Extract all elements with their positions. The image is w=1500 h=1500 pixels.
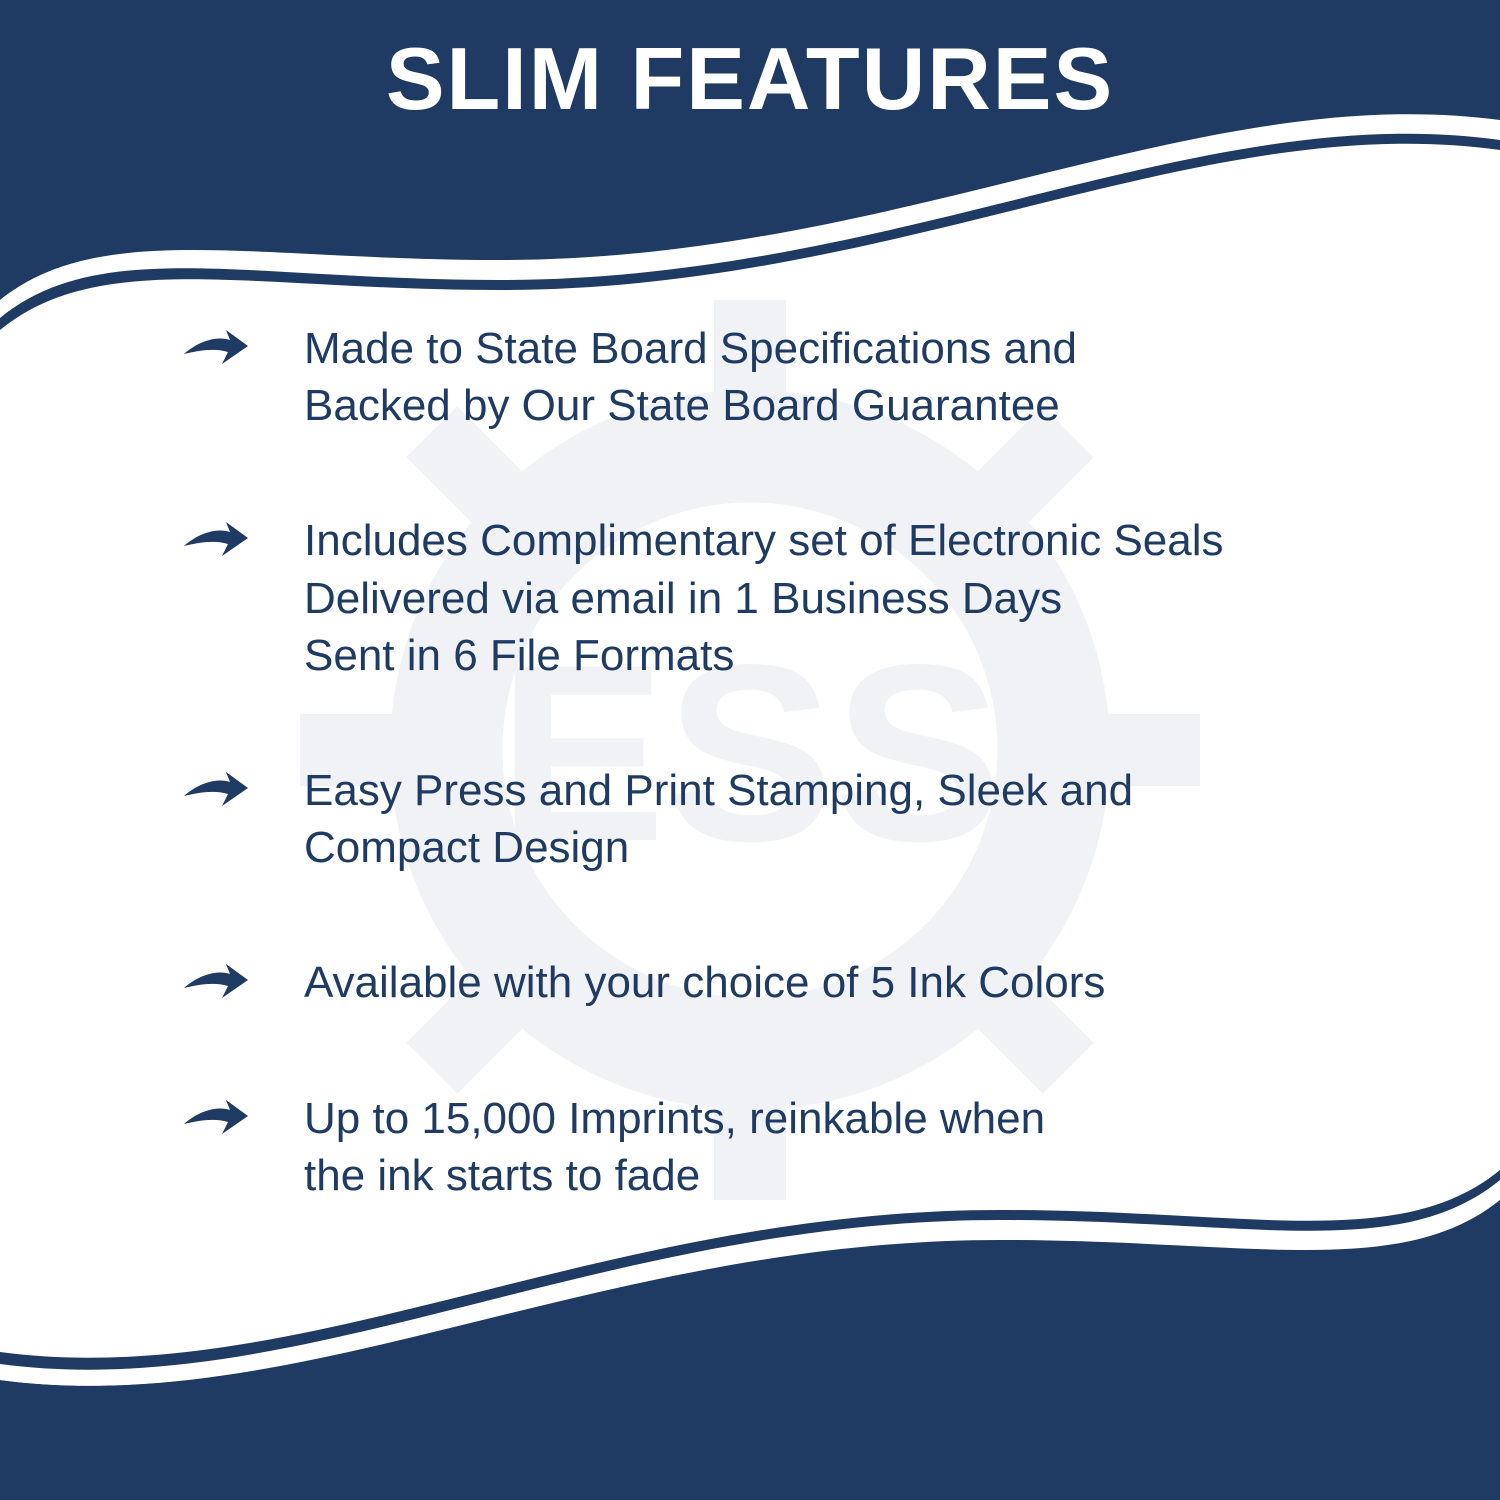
feature-text: Includes Complimentary set of Electronic… xyxy=(304,512,1224,684)
page-title: SLIM FEATURES xyxy=(0,28,1500,130)
feature-item: Up to 15,000 Imprints, reinkable when th… xyxy=(180,1090,1380,1204)
feature-text: Made to State Board Specifications and B… xyxy=(304,320,1077,434)
feature-text: Up to 15,000 Imprints, reinkable when th… xyxy=(304,1090,1045,1204)
arrow-icon xyxy=(180,766,250,812)
feature-text: Available with your choice of 5 Ink Colo… xyxy=(304,954,1105,1011)
arrow-icon xyxy=(180,324,250,370)
arrow-icon xyxy=(180,516,250,562)
footer-wave xyxy=(0,1160,1500,1500)
arrow-icon xyxy=(180,958,250,1004)
feature-text: Easy Press and Print Stamping, Sleek and… xyxy=(304,762,1133,876)
feature-item: Easy Press and Print Stamping, Sleek and… xyxy=(180,762,1380,876)
feature-list: Made to State Board Specifications and B… xyxy=(180,320,1380,1204)
arrow-icon xyxy=(180,1094,250,1140)
feature-item: Available with your choice of 5 Ink Colo… xyxy=(180,954,1380,1011)
feature-item: Made to State Board Specifications and B… xyxy=(180,320,1380,434)
feature-item: Includes Complimentary set of Electronic… xyxy=(180,512,1380,684)
